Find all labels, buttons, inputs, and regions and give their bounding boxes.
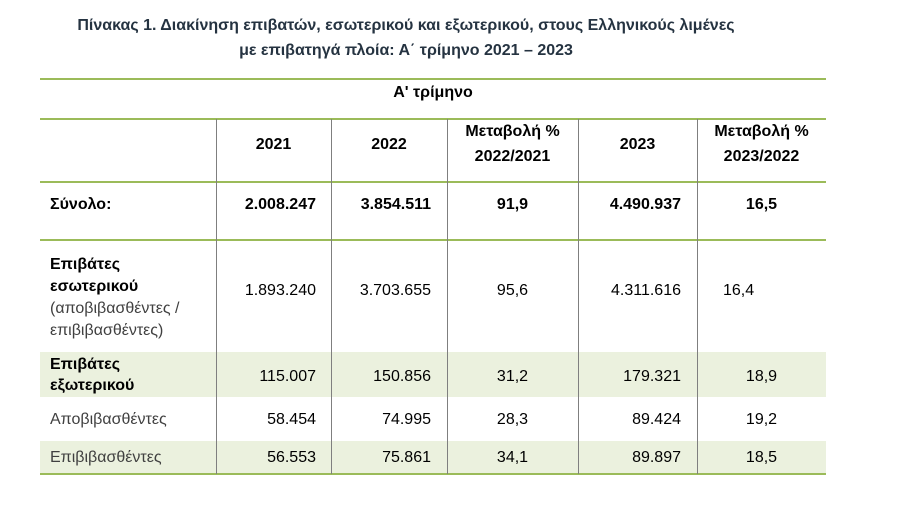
domestic-label-line: Επιβάτες (50, 256, 121, 273)
row-shading (40, 441, 826, 474)
domestic-2021-value: 1.893.240 (244, 282, 316, 299)
total-2021-value: 2.008.247 (244, 196, 316, 213)
column-header-text: 2022/2021 (474, 148, 551, 165)
table-row-domestic: Επιβάτες εσωτερικού (αποβιβασθέντες / επ… (40, 240, 826, 352)
column-header-text: 2021 (255, 135, 292, 153)
international-2022-value: 150.856 (373, 368, 431, 385)
column-divider (216, 119, 217, 474)
domestic-change-2023-2022-value: 16,4 (723, 282, 755, 299)
international-label-line: Επιβάτες (50, 356, 121, 373)
column-header-change-2022-2021: Μεταβολή % 2022/2021 (447, 119, 578, 169)
disembarked-2022-value: 74.995 (382, 411, 431, 428)
total-2022-value: 3.854.511 (360, 196, 431, 213)
table-bottom-rule (40, 473, 826, 475)
column-header-text: 2023/2022 (723, 148, 800, 165)
embarked-change-2022-2021-value: 34,1 (496, 449, 529, 466)
column-divider (447, 119, 448, 474)
column-divider (331, 119, 332, 474)
embarked-2022-value: 75.861 (382, 449, 431, 466)
period-header-row: Α' τρίμηνο (40, 79, 826, 119)
table-top-rule (40, 78, 826, 80)
domestic-label: Επιβάτες εσωτερικού (αποβιβασθέντες / επ… (40, 254, 216, 342)
column-header-row: 2021 2022 Μεταβολή % 2022/2021 2023 Μετα… (40, 119, 826, 182)
embarked-label: Επιβιβασθέντες (50, 449, 162, 466)
header-bottom-rule (40, 181, 826, 183)
table-row-embarked: Επιβιβασθέντες 56.553 75.861 34,1 89.897… (40, 441, 826, 474)
domestic-note-line: (αποβιβασθέντες / (50, 300, 180, 317)
column-header-2023: 2023 (578, 119, 697, 169)
table-caption-line-1: Πίνακας 1. Διακίνηση επιβατών, εσωτερικο… (77, 17, 735, 34)
international-2023-value: 179.321 (623, 368, 681, 385)
total-change-2023-2022-value: 16,5 (745, 196, 778, 213)
domestic-2022-value: 3.703.655 (359, 282, 431, 299)
column-header-text: 2023 (619, 135, 656, 153)
domestic-label-line: εσωτερικού (50, 278, 139, 295)
table-row-total: Σύνολο: 2.008.247 3.854.511 91,9 4.490.9… (40, 182, 826, 240)
embarked-2023-value: 89.897 (632, 449, 681, 466)
period-header: Α' τρίμηνο (393, 84, 473, 101)
disembarked-change-2022-2021-value: 28,3 (496, 411, 529, 428)
total-2023-value: 4.490.937 (609, 196, 681, 213)
international-2021-value: 115.007 (259, 368, 316, 385)
disembarked-change-2023-2022-value: 19,2 (745, 411, 778, 428)
domestic-note-line: επιβιβασθέντες) (50, 322, 164, 339)
table-row-international: Επιβάτες εξωτερικού 115.007 150.856 31,2… (40, 352, 826, 397)
row-shading (40, 352, 826, 397)
column-header-text: 2022 (371, 135, 407, 153)
total-row-rule (40, 239, 826, 241)
column-header-change-2023-2022: Μεταβολή % 2023/2022 (697, 119, 826, 169)
disembarked-2023-value: 89.424 (632, 411, 681, 428)
international-label: Επιβάτες εξωτερικού (40, 354, 216, 396)
column-header-2022: 2022 (331, 119, 447, 169)
embarked-change-2023-2022-value: 18,5 (745, 449, 778, 466)
column-divider (578, 119, 579, 474)
column-header-2021: 2021 (216, 119, 331, 169)
international-label-line: εξωτερικού (50, 377, 135, 394)
international-change-2022-2021-value: 31,2 (496, 368, 529, 385)
disembarked-2021-value: 58.454 (267, 411, 316, 428)
column-divider (697, 119, 698, 474)
domestic-change-2022-2021-value: 95,6 (496, 282, 529, 299)
table-caption-line-2: με επιβατηγά πλοία: Α΄ τρίμηνο 2021 – 20… (239, 42, 573, 59)
total-label: Σύνολο: (50, 196, 112, 213)
international-change-2023-2022-value: 18,9 (745, 368, 778, 385)
passenger-traffic-table: Α' τρίμηνο 2021 2022 Μεταβολή % 2022/202… (40, 78, 826, 475)
domestic-2023-value: 4.311.616 (611, 282, 681, 299)
header-rule (40, 118, 826, 120)
total-change-2022-2021-value: 91,9 (496, 196, 529, 213)
embarked-2021-value: 56.553 (267, 449, 316, 466)
column-header-text: Μεταβολή % (465, 123, 560, 140)
table-row-disembarked: Αποβιβασθέντες 58.454 74.995 28,3 89.424… (40, 397, 826, 441)
column-header-text: Μεταβολή % (714, 123, 809, 140)
disembarked-label: Αποβιβασθέντες (50, 411, 167, 428)
table-caption: Πίνακας 1. Διακίνηση επιβατών, εσωτερικο… (0, 13, 812, 63)
